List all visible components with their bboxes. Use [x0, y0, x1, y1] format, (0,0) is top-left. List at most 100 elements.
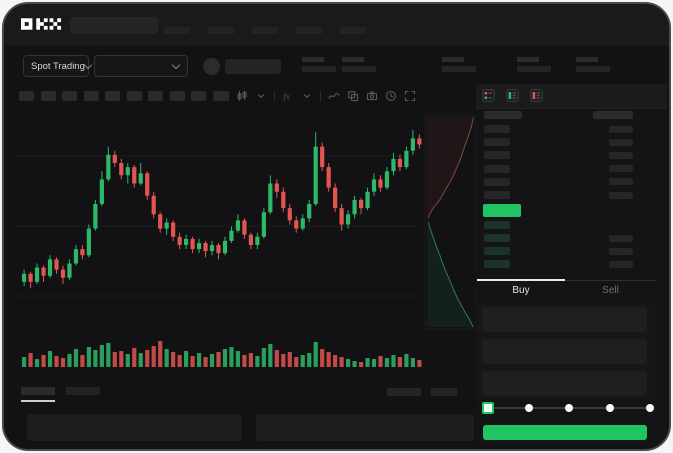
- buy-submit-button[interactable]: [483, 425, 647, 440]
- indicators-icon[interactable]: fx: [282, 90, 294, 102]
- timeframe-button[interactable]: [212, 91, 228, 101]
- slider-stop[interactable]: [524, 404, 533, 412]
- fullscreen-icon[interactable]: [404, 90, 416, 102]
- amount-slider[interactable]: [477, 401, 656, 415]
- tab-buy[interactable]: Buy: [512, 285, 530, 296]
- timeframe-button[interactable]: [169, 91, 185, 101]
- ticker-stat: [442, 51, 478, 79]
- ask-amount-placeholder: [609, 125, 633, 133]
- wave-icon[interactable]: [328, 90, 340, 102]
- bottom-right-button-1[interactable]: [387, 388, 421, 396]
- compare-icon[interactable]: [347, 90, 359, 102]
- timeframe-button[interactable]: [126, 91, 142, 101]
- timeframe-button[interactable]: [19, 91, 34, 101]
- chart-tool-icons: fx: [228, 89, 416, 103]
- orderbook-asks-icon[interactable]: [530, 89, 543, 102]
- last-price-badge[interactable]: [483, 204, 521, 217]
- order-input-3[interactable]: [482, 371, 647, 396]
- tab-divider: [565, 280, 656, 281]
- candles-icon[interactable]: [236, 90, 248, 102]
- chevron-down-icon[interactable]: [255, 90, 267, 102]
- nav-item[interactable]: [208, 27, 234, 34]
- ask-price-placeholder[interactable]: [484, 177, 510, 186]
- camera-icon[interactable]: [366, 90, 378, 102]
- order-input-2[interactable]: [482, 339, 647, 364]
- orderbook-view-icons: [482, 89, 543, 102]
- ask-amount-placeholder: [609, 138, 633, 146]
- bid-price-placeholder[interactable]: [484, 234, 510, 242]
- market-type-dropdown[interactable]: Spot Trading: [23, 55, 93, 77]
- orderbook-bids-icon[interactable]: [506, 89, 519, 102]
- slider-handle[interactable]: [481, 402, 494, 414]
- order-input-1[interactable]: [482, 307, 647, 332]
- stat-label-placeholder: [517, 57, 539, 62]
- orderbook-split-icon[interactable]: [482, 89, 495, 102]
- ask-price-placeholder[interactable]: [484, 164, 510, 173]
- bid-amount-placeholder: [609, 247, 633, 255]
- history-icon[interactable]: [385, 90, 397, 102]
- ask-price-placeholder[interactable]: [484, 191, 510, 199]
- orders-table-placeholder: [27, 414, 242, 441]
- top-header: [4, 4, 669, 46]
- last-price-placeholder: [225, 59, 281, 74]
- svg-text:fx: fx: [284, 91, 290, 101]
- stat-value-placeholder: [576, 66, 610, 72]
- orderbook-toolbar: [476, 84, 667, 108]
- coin-icon: [203, 58, 220, 75]
- ask-price-placeholder[interactable]: [484, 125, 510, 133]
- pair-selector-dropdown[interactable]: [94, 55, 188, 77]
- tab-sell[interactable]: Sell: [602, 285, 619, 296]
- slider-stop[interactable]: [565, 404, 573, 412]
- bid-price-placeholder[interactable]: [484, 247, 510, 255]
- history-table-placeholder: [256, 414, 474, 441]
- ticker-stat: [576, 51, 612, 79]
- ticker-stat: [302, 51, 338, 79]
- stat-label-placeholder: [342, 57, 364, 62]
- slider-stop[interactable]: [605, 404, 614, 412]
- timeframe-button[interactable]: [191, 91, 206, 101]
- chart-canvas[interactable]: [6, 109, 476, 377]
- stat-value-placeholder: [302, 66, 336, 72]
- market-type-label: Spot Trading: [31, 60, 85, 72]
- bottom-tab-orders[interactable]: [21, 387, 55, 395]
- ask-amount-placeholder: [609, 151, 633, 159]
- ask-price-placeholder[interactable]: [484, 138, 510, 147]
- nav-item[interactable]: [296, 27, 322, 34]
- bid-amount-placeholder: [609, 234, 633, 242]
- orderbook-header-amount: [593, 111, 633, 119]
- order-book: [477, 109, 656, 279]
- okx-logo[interactable]: [21, 17, 61, 31]
- ask-price-placeholder[interactable]: [484, 151, 510, 160]
- bottom-tab-history[interactable]: [66, 387, 100, 395]
- orderbook-header-price: [484, 111, 522, 119]
- nav-item[interactable]: [340, 27, 366, 34]
- timeframe-button[interactable]: [83, 91, 99, 101]
- active-bottom-tab-indicator: [21, 400, 55, 402]
- search-input[interactable]: [70, 17, 158, 34]
- ticker-stat: [342, 51, 378, 79]
- bid-amount-placeholder: [609, 260, 633, 268]
- timeframe-button[interactable]: [62, 91, 77, 101]
- divider: [476, 108, 667, 109]
- timeframe-button[interactable]: [105, 91, 120, 101]
- bid-price-placeholder[interactable]: [484, 221, 510, 229]
- timeframe-button[interactable]: [148, 91, 163, 101]
- bottom-right-button-2[interactable]: [431, 388, 457, 396]
- trade-tabs: Buy Sell: [477, 279, 656, 303]
- chevron-down-icon[interactable]: [301, 90, 313, 102]
- timeframe-button[interactable]: [40, 91, 56, 101]
- toolbar-separator: [228, 90, 229, 102]
- bid-price-placeholder[interactable]: [484, 260, 510, 268]
- stat-label-placeholder: [442, 57, 464, 62]
- active-tab-indicator: [477, 279, 565, 281]
- subheader: Spot Trading: [4, 46, 669, 84]
- nav-item[interactable]: [164, 27, 190, 34]
- slider-stop[interactable]: [646, 404, 654, 412]
- ticker-stat: [517, 51, 553, 79]
- nav-item[interactable]: [252, 27, 278, 34]
- toolbar-separator: [320, 90, 321, 102]
- ask-amount-placeholder: [609, 165, 633, 173]
- ask-amount-placeholder: [609, 191, 633, 199]
- stat-label-placeholder: [576, 57, 598, 62]
